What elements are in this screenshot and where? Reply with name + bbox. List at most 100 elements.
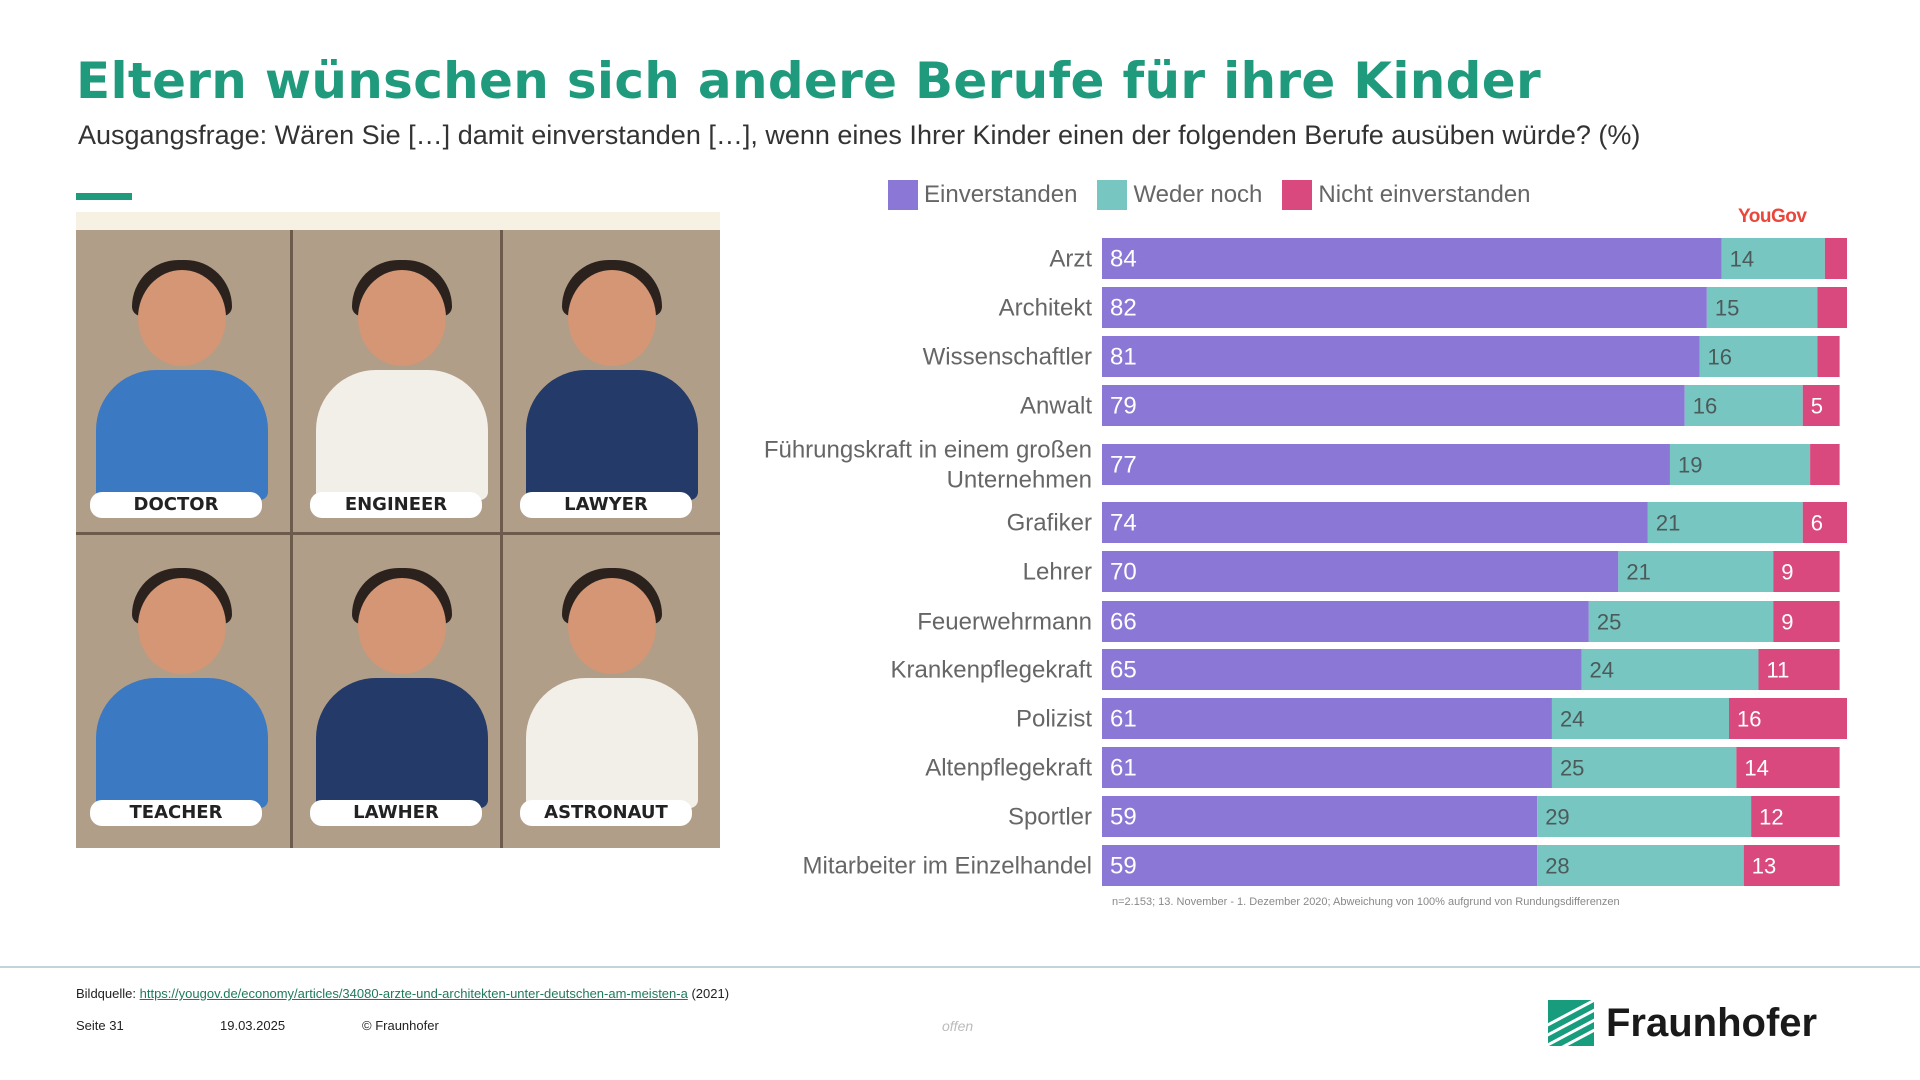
figure-head [358,578,446,674]
data-label: 16 [1737,707,1761,732]
legend-item: Nicht einverstanden [1282,180,1531,210]
figure-head [568,270,656,366]
category-label: Arzt [1049,246,1092,273]
illustration-panel-teacher: TEACHER [76,538,290,840]
bar-segment [1102,601,1589,642]
data-label: 61 [1110,706,1137,733]
bar-segment [1684,385,1803,426]
bar-segment [1102,698,1552,739]
figure-head [568,578,656,674]
figure-body [316,370,488,500]
bar-segment [1802,502,1847,543]
page-title: Eltern wünschen sich andere Berufe für i… [76,52,1541,110]
legend-label: Weder noch [1133,181,1263,208]
legend-swatch [1097,180,1128,210]
bar-segment [1102,747,1552,788]
fraunhofer-logo-icon [1548,1000,1594,1046]
bar-segment [1618,551,1774,592]
data-label: 74 [1110,510,1137,537]
figure-body [526,370,698,500]
bar-segment [1581,649,1759,690]
bar-segment [1817,287,1847,328]
bar-segment [1736,747,1840,788]
data-label: 12 [1759,805,1783,830]
bar-segment [1758,649,1840,690]
legend-item: Weder noch [1097,180,1262,210]
illustration-panel-engineer: ENGINEER [296,230,510,532]
data-label: 5 [1811,394,1823,419]
bar-segment [1802,385,1840,426]
category-label: Sportler [1008,804,1092,831]
fraunhofer-logo-text: Fraunhofer [1606,1000,1818,1045]
bar-segment [1669,444,1811,485]
illustration-panel-lawher: LAWHER [296,538,510,840]
data-label: 59 [1110,853,1137,880]
bar-segment [1743,845,1840,886]
category-label: Altenpflegekraft [925,755,1092,782]
illustration-panel-lawyer: LAWYER [506,230,720,532]
category-label: Wissenschaftler [923,344,1092,371]
stacked-bar-chart: 84 14 Arzt 82 15 Architekt 81 16 Wissenschaftler… [764,238,1847,886]
legend-swatch [888,180,918,210]
data-label: 16 [1707,345,1731,370]
bar-segment [1102,796,1538,837]
data-label: 16 [1693,394,1717,419]
category-label: Grafiker [1007,510,1092,537]
bar-segment [1647,502,1803,543]
data-label: 24 [1560,707,1584,732]
bar-segment [1751,796,1840,837]
bar-segment [1728,698,1847,739]
data-label: 65 [1110,657,1137,684]
source-label: Bildquelle: [76,986,136,1001]
category-label: Krankenpflegekraft [891,657,1093,684]
data-label: 28 [1545,854,1569,879]
data-label: 13 [1752,854,1776,879]
professions-illustration: DOCTOR ENGINEER LAWYER TEACHER LAWHER ASTRONA… [76,212,720,848]
panel-caption: LAWHER [310,800,482,826]
legend-item: Einverstanden [888,180,1077,210]
source-link[interactable]: https://yougov.de/economy/articles/34080… [139,986,688,1001]
bar-segment [1102,444,1670,485]
data-label: 15 [1715,296,1739,321]
panel-caption: DOCTOR [90,492,262,518]
data-label: 24 [1589,658,1613,683]
category-label: Anwalt [1020,393,1092,420]
footer-copyright: © Fraunhofer [362,1018,439,1033]
figure-body [96,678,268,808]
data-label: 9 [1781,560,1793,585]
bar-segment [1810,444,1840,485]
bar-segment [1102,551,1619,592]
bar-segment [1588,601,1774,642]
illustration-panel-astronaut: ASTRONAUT [506,538,720,840]
data-label: 79 [1110,393,1137,420]
bar-segment [1537,845,1744,886]
panel-divider [290,230,293,848]
bar-segment [1102,385,1685,426]
bar-segment [1102,649,1582,690]
panel-caption: TEACHER [90,800,262,826]
bar-segment [1102,845,1538,886]
source-year: (2021) [691,986,730,1001]
bar-segment [1102,502,1648,543]
yougov-logo: YouGov [1738,206,1807,227]
data-label: 77 [1110,452,1137,479]
chart-legend: Einverstanden Weder noch Nicht einverstand… [888,178,1551,212]
data-label: 11 [1766,658,1789,683]
data-label: 6 [1811,511,1823,536]
data-label: 82 [1110,295,1137,322]
data-label: 25 [1560,756,1584,781]
illustration-panels: DOCTOR ENGINEER LAWYER TEACHER LAWHER ASTRONA… [76,230,720,848]
data-label: 70 [1110,559,1137,586]
data-label: 19 [1678,453,1702,478]
chart-footnote: n=2.153; 13. November - 1. Dezember 2020… [1112,896,1620,908]
bar-segment [1102,238,1722,279]
bar-segment [1551,747,1737,788]
figure-head [138,270,226,366]
bar-segment [1102,336,1700,377]
bar-segment [1773,551,1840,592]
panel-caption: ASTRONAUT [520,800,692,826]
page-number: Seite 31 [76,1018,124,1033]
category-label: Lehrer [1023,559,1092,586]
footer-divider [0,966,1920,968]
panel-divider [76,532,720,535]
